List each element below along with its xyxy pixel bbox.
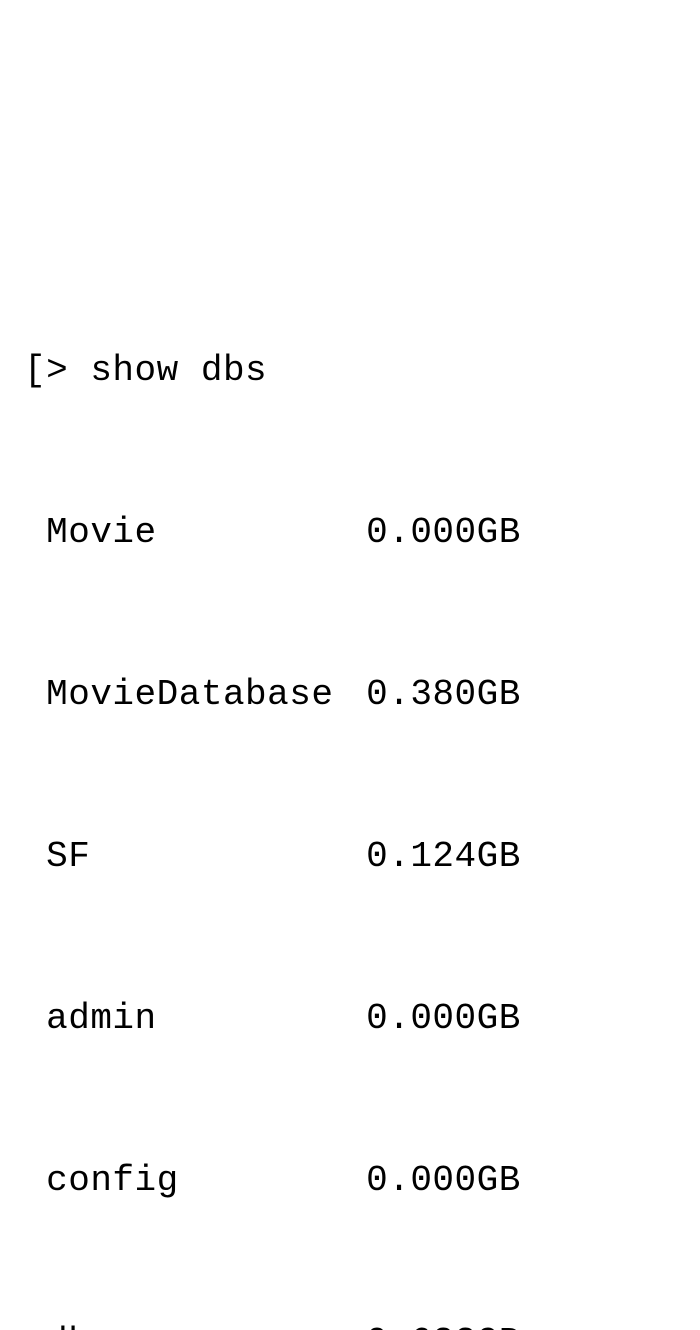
db-row: SF0.124GB — [24, 830, 700, 884]
prompt-line: [> show dbs — [24, 344, 700, 398]
db-name: config — [46, 1154, 366, 1208]
db-row: MovieDatabase0.380GB — [24, 668, 700, 722]
db-row: dbnyse0.633GB — [24, 1316, 700, 1330]
db-row: Movie0.000GB — [24, 506, 700, 560]
terminal-output: [> show dbs Movie0.000GB MovieDatabase0.… — [24, 236, 700, 1330]
db-size: 0.124GB — [366, 830, 521, 884]
command-text: show dbs — [90, 350, 267, 391]
db-row: admin0.000GB — [24, 992, 700, 1046]
prompt-symbol: > — [46, 350, 68, 391]
db-name: admin — [46, 992, 366, 1046]
db-size: 0.633GB — [366, 1316, 521, 1330]
bracket-icon: [ — [24, 350, 46, 391]
db-size: 0.380GB — [366, 668, 521, 722]
db-name: MovieDatabase — [46, 668, 366, 722]
db-size: 0.000GB — [366, 1154, 521, 1208]
db-name: dbnyse — [46, 1316, 366, 1330]
db-row: config0.000GB — [24, 1154, 700, 1208]
db-size: 0.000GB — [366, 992, 521, 1046]
db-name: Movie — [46, 506, 366, 560]
db-size: 0.000GB — [366, 506, 521, 560]
db-name: SF — [46, 830, 366, 884]
